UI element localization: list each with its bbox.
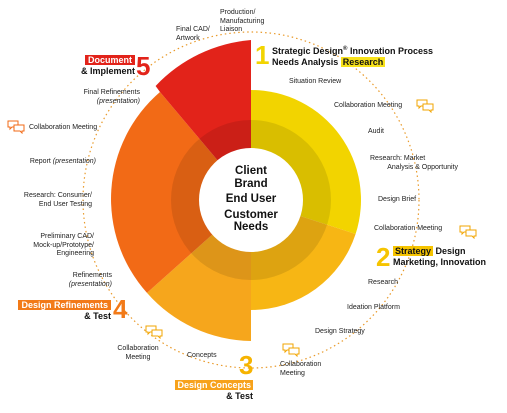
phase-number: 4 [113, 294, 128, 324]
center-line: End User [225, 193, 277, 205]
label-line: Report [29, 158, 53, 165]
label-line: Analysis & Opportunity [387, 163, 458, 171]
phase-2-heading: Strategy Design Marketing, Innovation [393, 246, 486, 268]
phase-1-subtitle: Needs Analysis [272, 57, 341, 67]
center-line: Customer [224, 208, 278, 221]
phase-number: 2 [376, 242, 391, 272]
label-line: Manufacturing [220, 17, 265, 25]
phase-1-highlight: Research [340, 57, 386, 67]
label-concepts: Concepts [187, 352, 217, 359]
center-line: Needs [233, 221, 269, 233]
label-line: Research: Consumer/ [23, 192, 92, 199]
segment-refinements [111, 92, 251, 293]
phase-3-heading: Design Concepts & Test [170, 380, 253, 402]
label-collaboration-meeting: Collaboration Meeting [29, 124, 98, 131]
label-collaboration-meeting: Collaboration Meeting [334, 102, 403, 109]
label-line: Meeting [125, 353, 151, 361]
label-audit: Audit [368, 128, 384, 135]
label-research-consumer: Research: Consumer/ End User Testing [4, 192, 92, 209]
center-line: Brand [234, 177, 268, 190]
phase-5-subtitle: & Implement [80, 66, 135, 76]
phase-1-title-rest: Innovation Process [347, 46, 433, 56]
phase-4-subtitle: & Test [84, 311, 111, 321]
label-collaboration-meeting: Collaboration Meeting [374, 225, 443, 232]
center-label: Client Brand End User Customer Needs [214, 165, 288, 234]
phase-1-title: Strategic Design [272, 46, 344, 56]
label-line: Production/ [220, 9, 256, 16]
label-design-strategy: Design Strategy [315, 328, 365, 335]
registered-mark: ® [343, 46, 348, 52]
label-line: Preliminary CAD/ [40, 233, 94, 240]
phase-number: 5 [136, 51, 151, 81]
label-collaboration-meeting: Collaboration Meeting [280, 361, 321, 378]
chat-icon [282, 343, 300, 357]
label-production: Production/ Manufacturing Liaison [220, 9, 264, 35]
phase-3-subtitle: & Test [226, 391, 253, 401]
label-line: Collaboration [280, 361, 322, 368]
label-line: Refinements [72, 272, 112, 279]
chat-icon [416, 99, 434, 113]
phase-1-heading: Strategic Design® Innovation Process Nee… [272, 44, 433, 68]
label-line: Engineering [56, 250, 94, 257]
label-research-market: Research: Market Analysis & Opportunity [360, 155, 458, 172]
chat-icon [145, 325, 163, 339]
phase-4-heading: Design Refinements & Test [13, 300, 111, 322]
phase-3-highlight: Design Concepts [175, 380, 253, 390]
label-line: (presentation) [52, 158, 96, 165]
label-line: Final CAD/ [176, 26, 210, 33]
label-line: Research: Market [370, 155, 426, 162]
phase-5-heading: Document & Implement [70, 55, 135, 77]
label-collaboration-meeting: Collaboration Meeting [112, 345, 164, 362]
chat-icon [459, 225, 477, 239]
label-situation-review: Situation Review [289, 78, 342, 85]
phase-2-title: Design [433, 246, 466, 256]
label-line: Artwork [176, 34, 200, 42]
label-design-brief: Design Brief [378, 196, 417, 203]
label-research: Research [368, 279, 398, 286]
label-line: (presentation) [96, 97, 140, 105]
label-preliminary-cad: Preliminary CAD/ Mock-up/Prototype/ Engi… [12, 233, 94, 259]
center-line: Client [235, 165, 267, 177]
label-refinements: Refinements (presentation) [30, 272, 112, 289]
label-line: Collaboration [117, 345, 159, 352]
label-final-cad: Final CAD/ Artwork [176, 26, 210, 43]
label-line: Liaison [220, 26, 243, 33]
chat-icon [7, 120, 25, 134]
label-line: End User Testing [38, 200, 92, 208]
label-line: Final Refinements [83, 89, 140, 96]
label-line: (presentation) [68, 280, 112, 288]
label-report: Report (presentation) [14, 158, 96, 167]
phase-number: 1 [255, 40, 270, 70]
label-line: Mock-up/Prototype/ [33, 241, 94, 249]
label-line: Meeting [280, 369, 305, 377]
label-ideation-platform: Ideation Platform [347, 304, 400, 311]
label-final-refinements: Final Refinements (presentation) [50, 89, 140, 106]
center-circle [199, 148, 303, 252]
phase-2-highlight: Strategy [393, 246, 434, 256]
phase-4-highlight: Design Refinements [18, 300, 111, 310]
phase-5-highlight: Document [84, 55, 135, 65]
outer-dotted-ring [82, 31, 420, 369]
phase-number: 3 [239, 350, 254, 380]
phase-2-subtitle: Marketing, Innovation [393, 257, 487, 267]
